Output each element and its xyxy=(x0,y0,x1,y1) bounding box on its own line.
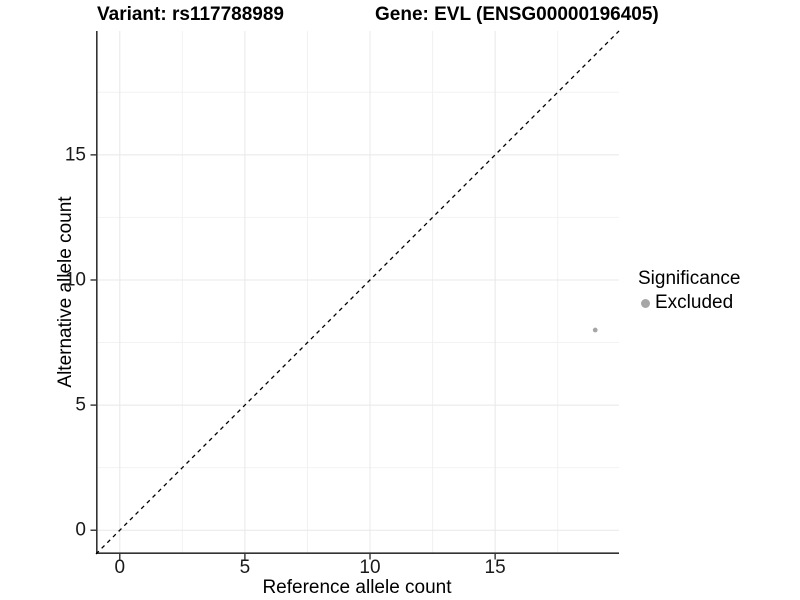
y-axis-tick-label: 5 xyxy=(75,394,86,416)
legend-point-icon xyxy=(641,298,650,308)
identity-dashed-line xyxy=(95,30,620,555)
x-axis-tick-label: 0 xyxy=(114,557,126,578)
y-axis-title: Alternative allele count xyxy=(55,196,76,388)
y-axis-tick-label: 15 xyxy=(64,144,86,166)
legend-items: Excluded xyxy=(638,293,740,313)
legend-item-label: Excluded xyxy=(655,292,734,313)
plot-panel xyxy=(90,30,620,560)
data-point xyxy=(592,327,598,333)
legend: Significance Excluded xyxy=(638,268,740,313)
x-axis-tick-label: 15 xyxy=(484,557,506,578)
plot-title-gene: Gene: EVL (ENSG00000196405) xyxy=(375,4,659,25)
y-axis-tick-label: 0 xyxy=(75,519,86,541)
y-axis-tick-label: 10 xyxy=(64,269,86,291)
x-axis-tick-label: 10 xyxy=(359,557,381,578)
x-axis-title: Reference allele count xyxy=(262,577,452,598)
plot-title-variant: Variant: rs117788989 xyxy=(97,4,284,25)
legend-item: Excluded xyxy=(638,293,740,313)
legend-title: Significance xyxy=(638,268,741,289)
x-axis-tick-label: 5 xyxy=(239,557,251,578)
